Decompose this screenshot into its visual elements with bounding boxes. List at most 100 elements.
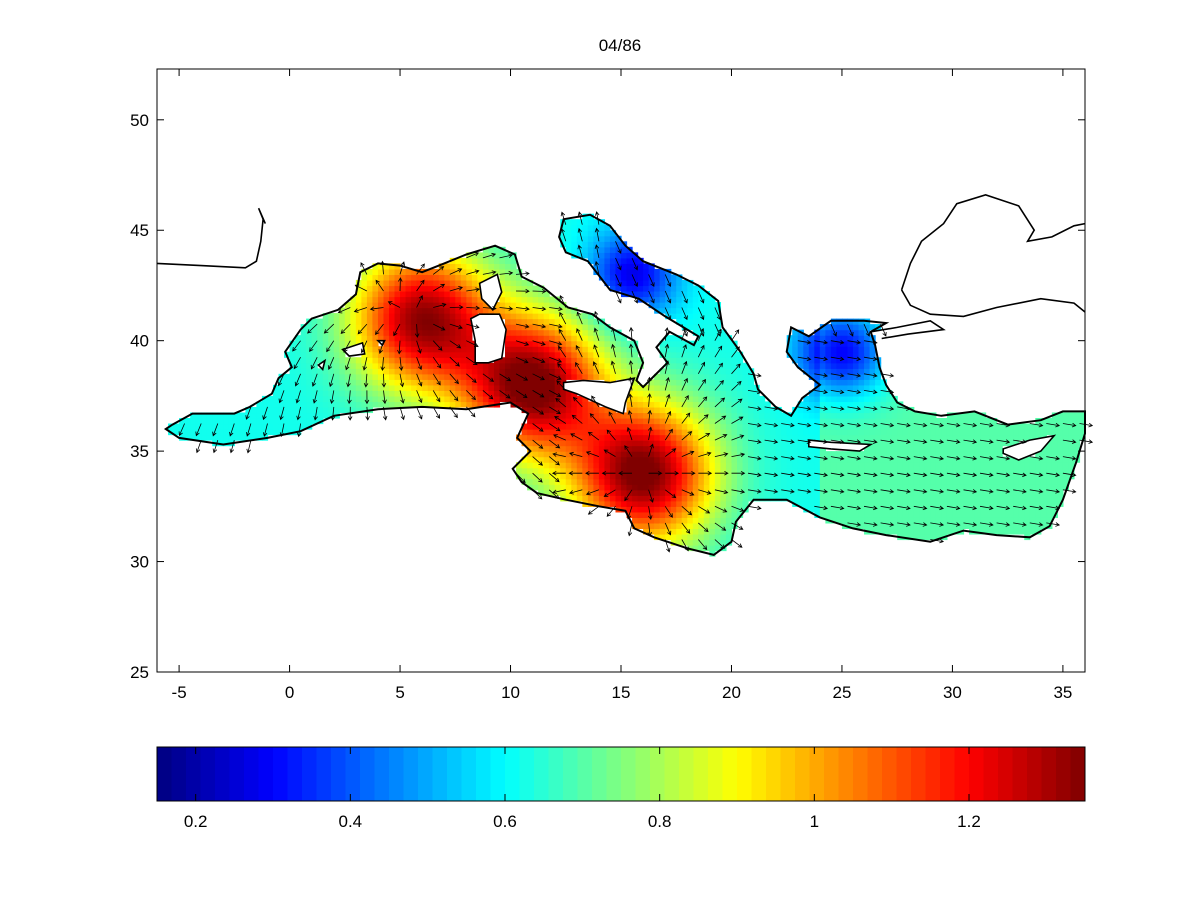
vector-arrow [432, 340, 443, 351]
field-cell [389, 390, 396, 397]
field-cell [383, 274, 390, 281]
field-cell [377, 274, 385, 281]
field-cell [841, 506, 849, 513]
field-cell [725, 357, 733, 364]
field-cell [753, 445, 760, 452]
field-cell [516, 274, 523, 281]
field-cell [411, 274, 418, 281]
field-cell [637, 384, 644, 391]
field-cell [632, 456, 639, 463]
field-cell [1057, 412, 1064, 419]
field-cell [698, 307, 705, 314]
vector-arrow [731, 398, 743, 408]
field-cell [1007, 467, 1014, 474]
field-cell [1068, 440, 1075, 447]
field-cell [488, 257, 495, 264]
field-cell [571, 434, 578, 441]
colorbar-frame [156, 746, 1086, 802]
field-cell [328, 340, 335, 347]
field-cell [1007, 511, 1014, 518]
field-cell [654, 456, 661, 463]
field-cell [698, 324, 705, 331]
field-cell [433, 324, 440, 331]
vector-arrow [628, 326, 634, 341]
field-cell [621, 456, 628, 463]
field-cell [786, 417, 793, 425]
field-cell [621, 351, 628, 358]
field-cell [416, 279, 423, 287]
field-cell [1057, 440, 1064, 447]
field-cell [654, 279, 661, 287]
colorbar-segment [1041, 747, 1057, 801]
field-cell [643, 401, 650, 408]
field-cell [493, 362, 501, 369]
vector-arrow [863, 422, 878, 428]
field-cell [714, 495, 722, 502]
field-cell [692, 346, 699, 353]
vector-arrow [665, 470, 680, 476]
field-cell [626, 511, 633, 518]
field-cell [471, 362, 478, 369]
field-cell [377, 335, 385, 342]
field-cell [753, 417, 760, 425]
field-cell [764, 462, 771, 469]
field-cell [317, 395, 324, 403]
field-cell [725, 379, 733, 386]
field-cell [748, 390, 755, 397]
field-cell [980, 478, 987, 485]
field-cell [792, 335, 799, 342]
colorbar-segment [650, 747, 665, 801]
field-cell [444, 324, 451, 331]
vector-arrow [595, 211, 600, 225]
field-cell [698, 368, 705, 375]
vector-arrow [880, 373, 895, 378]
x-tick-label: 20 [722, 683, 741, 702]
colorbar-segment [287, 747, 303, 801]
field-cell [433, 296, 440, 303]
field-cell [521, 434, 528, 441]
field-cell [477, 307, 484, 314]
field-cell [576, 495, 583, 502]
field-cell [587, 434, 594, 441]
field-cell [687, 456, 694, 463]
field-cell [676, 500, 683, 507]
field-cell [830, 324, 838, 331]
field-cell [643, 296, 650, 303]
field-cell [554, 412, 561, 419]
field-cell [725, 445, 733, 452]
field-cell [847, 406, 854, 414]
field-cell [946, 467, 954, 474]
field-cell [604, 279, 611, 287]
field-cell [814, 346, 821, 353]
vector-arrow [880, 389, 895, 395]
field-cell [891, 412, 898, 419]
field-cell [924, 429, 931, 436]
field-cell [604, 324, 611, 331]
field-cell [460, 346, 467, 353]
field-cell [864, 423, 871, 430]
field-cell [753, 406, 760, 414]
field-cell [1029, 478, 1036, 485]
field-cell [864, 340, 871, 347]
vector-arrow [913, 522, 928, 527]
field-cell [742, 434, 749, 441]
field-cell [565, 423, 572, 430]
field-cell [195, 417, 202, 425]
field-cell [571, 368, 578, 375]
field-cell [582, 224, 589, 231]
field-cell [571, 417, 578, 425]
field-cell [400, 340, 407, 347]
field-cell [488, 384, 495, 391]
field-cell [521, 318, 528, 325]
field-cell [676, 296, 683, 303]
field-cell [261, 401, 269, 408]
field-cell [897, 412, 904, 419]
field-cell [593, 423, 600, 430]
field-cell [720, 495, 727, 502]
field-cell [764, 473, 771, 480]
field-cell [637, 401, 644, 408]
field-cell [974, 528, 981, 535]
field-cell [725, 340, 733, 347]
field-cell [383, 313, 390, 320]
vector-arrow [1013, 505, 1027, 511]
